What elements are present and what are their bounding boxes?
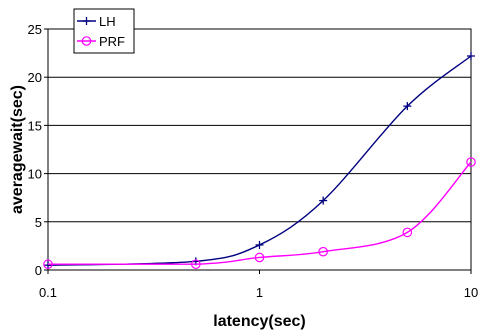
y-tick-label: 15 [28,118,42,133]
plot-area-frame [47,28,472,271]
legend-item-lh: LH [77,14,116,29]
y-tick-label: 10 [28,167,42,182]
data-point-lh [467,51,475,60]
data-point-prf [402,227,413,238]
x-tick-label: 1 [256,285,263,300]
series-prf [43,157,476,270]
series-lines [43,51,476,270]
y-axis-ticks: 0 5 10 15 20 25 [28,22,48,278]
legend: LH PRF [73,8,135,54]
legend-label: LH [99,14,116,29]
data-point-prf [43,259,53,270]
data-point-lh [319,196,328,205]
y-axis-title: averagewait(sec) [9,85,26,214]
data-point-lh [403,102,412,111]
x-axis-title: latency(sec) [213,313,306,330]
series-line-lh [47,55,472,266]
legend-box [73,8,135,54]
legend-marker [81,36,92,46]
data-point-prf [318,246,328,257]
data-point-lh [255,240,264,249]
legend-item-prf: PRF [77,34,125,49]
series-line-prf [48,161,472,265]
data-point-prf [254,252,265,263]
y-tick-label: 0 [35,263,42,278]
series-lh [44,51,475,270]
y-tick-label: 25 [28,22,42,37]
legend-label: PRF [99,34,125,49]
y-tick-label: 5 [35,215,42,230]
y-tick-label: 20 [28,70,42,85]
x-axis-ticks: 0.1 1 10 [39,270,478,300]
x-tick-label: 0.1 [39,285,57,300]
data-point-prf [466,157,476,167]
x-tick-label: 10 [464,285,478,300]
data-point-prf [191,259,201,270]
legend-marker [82,17,91,25]
grid-lines [48,28,471,223]
